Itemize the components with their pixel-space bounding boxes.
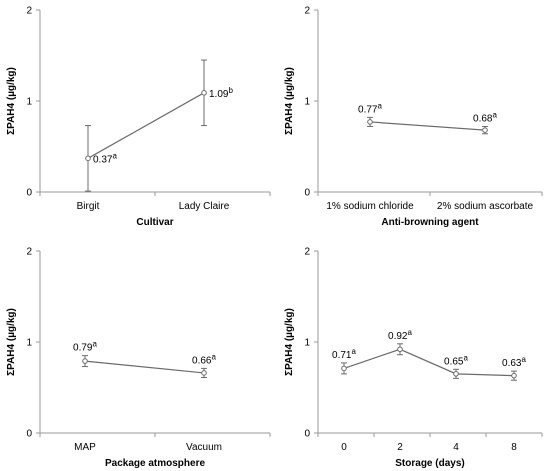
panel-1-x-tick-label: Birgit [77,201,100,212]
panel-3-data-label: 0.79a [73,340,97,354]
panel-4-data-label: 0.63a [502,355,526,369]
panel-3-data-point [82,358,88,364]
panel-1-y-tick-label: 1 [26,97,32,108]
panel-2-x-tick-label: 1% sodium chloride [326,201,414,212]
panel-4-series-line [343,348,515,377]
panel-1-x-axis-title: Cultivar [136,217,173,228]
panel-3-y-axis-title: ΣPAH4 (µg/kg) [6,308,17,376]
panel-1-data-point [85,155,91,162]
panel-4-y-tick-label: 2 [304,247,310,258]
panel-1-y-tick-label: 2 [26,6,32,17]
panel-4-data-point [453,371,459,377]
panel-3-x-tick-label: Vacuum [186,442,222,453]
panel-3-x-tick-label: MAP [74,442,96,453]
panel-4-x-axis-title: Storage (days) [395,458,464,469]
panel-4-data-label: 0.65a [444,353,468,367]
panel-4-y-tick-label: 1 [304,338,310,349]
panel-3-y-tick-label: 2 [26,247,32,258]
panel-4-y-tick-label: 0 [304,429,310,440]
panel-2-data-point [367,119,373,125]
panel-3-x-axis-title: Package atmosphere [105,458,205,469]
panel-4-x-tick-label: 2 [397,442,403,453]
panel-1-y-tick-label: 0 [26,188,32,199]
panel-4-x-tick-label: 4 [453,442,459,453]
panel-2-data-label: 0.68a [473,110,497,124]
panel-2-y-tick-label: 1 [304,97,310,108]
panel-2-x-tick-label: 2% sodium ascorbate [437,201,534,212]
panel-3-y-tick-label: 1 [26,338,32,349]
panel-4-data-point [511,372,517,379]
panel-1-y-axis-title: ΣPAH4 (µg/kg) [6,67,17,135]
panel-3-data-label: 0.66a [192,352,216,366]
panel-4-x-tick-label: 0 [341,442,347,453]
panel-4-data-label: 0.92a [388,328,412,342]
panel-2-y-tick-label: 2 [304,6,310,17]
panel-1-data-label: 1.09b [209,86,233,100]
panel-1-data-label: 0.37a [93,151,117,165]
panel-2-y-axis-title: ΣPAH4 (µg/kg) [284,67,295,135]
panel-1-x-tick-label: Lady Claire [179,201,230,212]
panel-2-y-tick-label: 0 [304,188,310,199]
panel-2-series-line [369,121,486,131]
panel-2-data-label: 0.77a [358,101,382,115]
panel-4-data-point [397,346,403,353]
panel-3-series-line [84,360,205,374]
panel-4-x-tick-label: 8 [511,442,517,453]
panel-2-x-axis-title: Anti-browning agent [381,217,479,228]
panel-3-y-tick-label: 0 [26,429,32,440]
panel-4-data-label: 0.71a [332,347,356,361]
panel-1-data-point [201,90,207,96]
panel-4-data-point [341,365,347,372]
panel-1-series-line [87,92,205,159]
panel-2-data-point [482,127,488,133]
panel-4-y-axis-title: ΣPAH4 (µg/kg) [284,308,295,376]
panel-3-data-point [201,370,207,376]
